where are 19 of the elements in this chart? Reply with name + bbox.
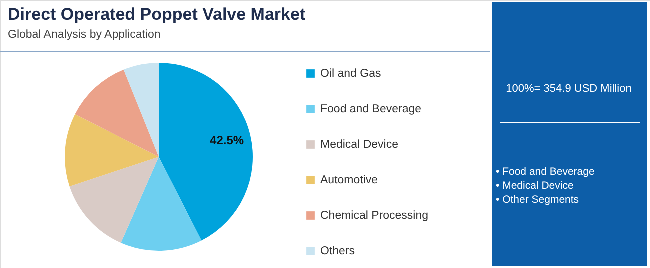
legend-label: Others [320, 245, 356, 258]
chart-subtitle: Global Analysis by Application [8, 29, 161, 41]
legend-label: Chemical Processing [320, 210, 429, 222]
legend-label: Food and Beverage [320, 103, 422, 116]
pie-slice [65, 114, 159, 187]
pie-slice [75, 70, 159, 157]
pie-slice [121, 157, 202, 251]
text: • Medical Device [496, 180, 574, 192]
legend-label: Automotive [320, 174, 378, 186]
text: 100%= 354.9 USD Million [506, 83, 632, 95]
pie-slice [124, 63, 159, 157]
pie-slice [159, 63, 253, 241]
text: • Food and Beverage [496, 166, 595, 178]
text: • Other Segments [496, 194, 580, 206]
legend-label: Oil and Gas [320, 68, 382, 80]
pie-slice [70, 157, 159, 244]
data-label: 42.5% [210, 134, 244, 148]
legend-label: Medical Device [320, 138, 398, 151]
chart-title: Direct Operated Poppet Valve Market [8, 5, 306, 24]
